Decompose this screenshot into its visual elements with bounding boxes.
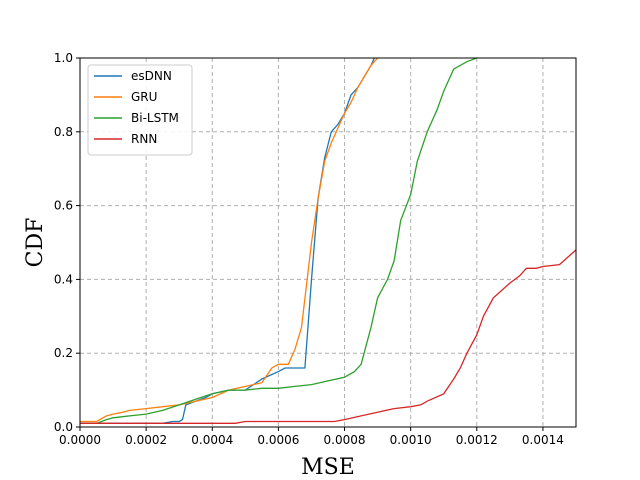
x-tick-label: 0.0006 <box>257 433 299 447</box>
legend-label: Bi-LSTM <box>131 111 179 125</box>
y-axis-title: CDF <box>23 218 48 268</box>
series-lines <box>80 58 576 424</box>
plot-frame <box>79 57 577 428</box>
series-line-rnn <box>80 249 576 424</box>
series-line-esdnn <box>80 58 375 424</box>
legend-label: RNN <box>131 132 157 146</box>
legend: esDNN GRU Bi-LSTM RNN <box>87 64 193 156</box>
legend-box <box>87 64 193 156</box>
y-tick-label: 0.8 <box>54 125 73 139</box>
legend-label: GRU <box>131 90 157 104</box>
y-tick-label: 1.0 <box>54 51 73 65</box>
x-tick-label: 0.0008 <box>324 433 366 447</box>
x-tick-label: 0.0010 <box>390 433 432 447</box>
y-tick-label: 0.4 <box>54 272 73 286</box>
y-tick-label: 0.2 <box>54 346 73 360</box>
x-tick-label: 0.0002 <box>125 433 167 447</box>
x-tick-label: 0.0012 <box>456 433 498 447</box>
y-axis: 0.0 0.2 0.4 0.6 0.8 1.0 <box>54 51 80 434</box>
series-line-gru <box>80 58 379 423</box>
x-axis: 0.0000 0.0002 0.0004 0.0006 0.0008 0.0010 0.00… <box>59 427 564 447</box>
y-tick-label: 0.0 <box>54 420 73 434</box>
x-axis-title: MSE <box>301 455 355 480</box>
x-tick-label: 0.0004 <box>191 433 233 447</box>
y-tick-label: 0.6 <box>54 199 73 213</box>
legend-label: esDNN <box>131 69 172 83</box>
x-tick-label: 0.0000 <box>59 433 101 447</box>
x-tick-label: 0.0014 <box>522 433 564 447</box>
series-line-bi-lstm <box>80 58 478 424</box>
